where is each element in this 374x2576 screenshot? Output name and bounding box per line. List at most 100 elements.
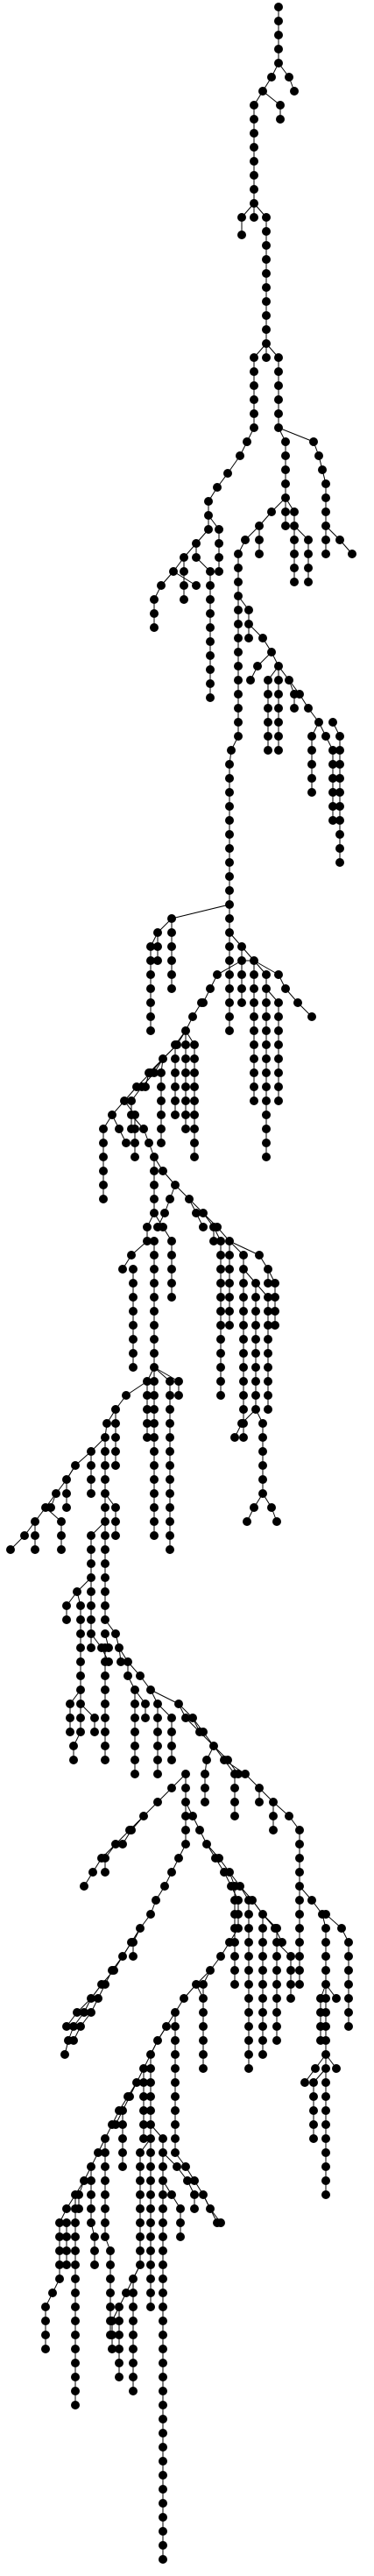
tree-node xyxy=(255,1784,264,1792)
tree-node xyxy=(136,2162,145,2171)
tree-node xyxy=(250,157,258,166)
tree-node xyxy=(131,1139,139,1147)
tree-node xyxy=(234,690,243,699)
tree-node xyxy=(258,1910,267,1919)
tree-node xyxy=(304,704,313,713)
tree-node xyxy=(285,1812,293,1820)
tree-node xyxy=(274,1054,283,1063)
tree-node xyxy=(250,199,258,208)
tree-node xyxy=(76,1671,85,1680)
tree-node xyxy=(243,1517,251,1526)
tree-node xyxy=(150,609,159,618)
tree-node xyxy=(230,1952,239,1961)
tree-node xyxy=(111,1840,120,1849)
tree-node xyxy=(60,2050,69,2059)
tree-node xyxy=(76,1728,85,1736)
tree-node xyxy=(129,2359,138,2367)
tree-node xyxy=(225,984,234,993)
tree-node xyxy=(274,17,283,25)
tree-node xyxy=(106,2260,115,2269)
tree-node xyxy=(69,1742,78,1750)
tree-node xyxy=(159,2513,167,2522)
tree-node xyxy=(160,1209,169,1217)
tree-node xyxy=(76,2022,85,2031)
tree-node xyxy=(274,1040,283,1049)
tree-node xyxy=(321,2134,330,2143)
tree-node xyxy=(321,2078,330,2087)
tree-node xyxy=(153,1756,162,1764)
tree-node xyxy=(80,2176,88,2185)
tree-node xyxy=(167,914,176,923)
tree-node xyxy=(167,1714,176,1722)
tree-node xyxy=(41,2303,50,2311)
tree-node xyxy=(192,1209,201,1217)
tree-node xyxy=(71,2289,80,2297)
tree-node xyxy=(146,2092,155,2101)
tree-node xyxy=(171,2064,180,2073)
tree-node xyxy=(335,732,344,741)
tree-node xyxy=(150,1377,159,1386)
tree-node xyxy=(335,760,344,769)
tree-node xyxy=(115,2331,123,2339)
tree-node xyxy=(66,1728,74,1736)
tree-node xyxy=(295,1952,304,1961)
tree-node xyxy=(225,956,234,965)
tree-node xyxy=(76,1657,85,1666)
tree-node xyxy=(159,2176,167,2185)
tree-node xyxy=(115,2106,123,2115)
tree-node xyxy=(71,2232,80,2241)
tree-node xyxy=(199,2008,208,2017)
tree-node xyxy=(321,2190,330,2199)
tree-node xyxy=(269,1812,278,1820)
tree-node xyxy=(183,2176,192,2185)
tree-node xyxy=(71,2387,80,2395)
tree-edge xyxy=(171,904,230,919)
tree-node xyxy=(274,381,283,390)
tree-node xyxy=(146,2050,155,2059)
tree-node xyxy=(335,844,344,853)
tree-node xyxy=(87,1994,95,2003)
tree-node xyxy=(262,241,271,250)
tree-node xyxy=(101,1489,109,1498)
tree-node xyxy=(251,1293,260,1302)
tree-node xyxy=(171,2134,180,2143)
tree-node xyxy=(115,1125,123,1133)
tree-node xyxy=(344,1938,353,1947)
tree-nodes xyxy=(6,3,356,2564)
tree-node xyxy=(230,1896,239,1905)
tree-node xyxy=(244,1938,253,1947)
tree-node xyxy=(87,1475,95,1484)
tree-node xyxy=(131,1714,139,1722)
tree-node xyxy=(309,437,318,446)
tree-node xyxy=(143,1419,152,1428)
tree-node xyxy=(87,2008,95,2017)
tree-node xyxy=(234,704,243,713)
tree-node xyxy=(262,269,271,278)
tree-node xyxy=(181,1770,190,1778)
tree-node xyxy=(344,2008,353,2017)
tree-node xyxy=(321,550,330,558)
tree-node xyxy=(201,1784,209,1792)
tree-node xyxy=(251,1321,260,1330)
tree-node xyxy=(76,1700,85,1708)
tree-node xyxy=(295,1826,304,1834)
tree-node xyxy=(87,1587,95,1596)
tree-node xyxy=(202,1756,211,1764)
tree-node xyxy=(69,2036,78,2045)
tree-node xyxy=(250,423,258,432)
tree-node xyxy=(258,1433,267,1442)
tree-node xyxy=(335,746,344,755)
tree-node xyxy=(166,1503,174,1512)
tree-node xyxy=(190,1139,199,1147)
tree-node xyxy=(251,1349,260,1358)
tree-node xyxy=(146,2190,155,2199)
tree-node xyxy=(146,2176,155,2185)
tree-node xyxy=(159,1054,167,1063)
tree-node xyxy=(153,1728,162,1736)
tree-edge xyxy=(278,427,314,443)
tree-node xyxy=(250,171,258,180)
tree-node xyxy=(150,1475,159,1484)
tree-node xyxy=(115,2303,123,2311)
tree-node xyxy=(101,1756,109,1764)
tree-node xyxy=(174,1377,183,1386)
